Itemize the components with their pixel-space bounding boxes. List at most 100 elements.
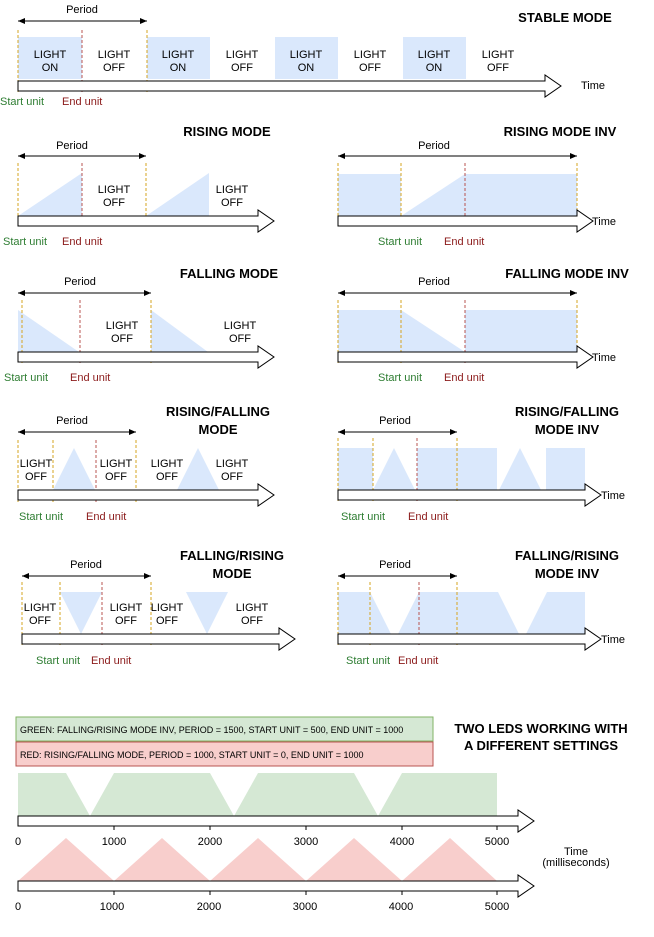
start-unit-label: Start unit: [346, 655, 390, 667]
period-arrow-head: [338, 290, 345, 296]
period-label: Period: [70, 559, 102, 571]
red-shape: [306, 838, 402, 881]
light-off-label: OFF: [156, 471, 178, 483]
ramp-shape: [338, 592, 391, 634]
rising-falling-mode-section: RISING/FALLING MODE Period LIGHT OFF LIG…: [17, 404, 275, 523]
tick-label: 1000: [100, 901, 124, 913]
two-leds-title: TWO LEDS WORKING WITH: [454, 721, 627, 736]
start-unit-label: Start unit: [4, 372, 48, 384]
timeline-arrow: [17, 74, 562, 98]
light-off-label: OFF: [25, 471, 47, 483]
period-label: Period: [64, 276, 96, 288]
light-off-label: OFF: [359, 62, 381, 74]
period-label: Period: [379, 415, 411, 427]
timeline-arrow: [337, 483, 602, 507]
period-label: Period: [418, 140, 450, 152]
light-on-label: LIGHT: [162, 49, 195, 61]
falling-mode-inv-title: FALLING MODE INV: [505, 266, 629, 281]
light-off-label: OFF: [29, 615, 51, 627]
period-arrow-head: [450, 573, 457, 579]
tick-label: 3000: [294, 836, 318, 848]
ramp-shape: [146, 173, 209, 216]
trapezoid-shape: [398, 592, 519, 634]
green-shape: [18, 773, 90, 816]
green-legend-text: GREEN: FALLING/RISING MODE INV, PERIOD =…: [20, 725, 403, 735]
light-on-label: ON: [298, 62, 315, 74]
period-arrow-head: [144, 573, 151, 579]
falling-mode-section: FALLING MODE Period LIGHT OFF LIGHT OFF …: [4, 266, 278, 384]
start-unit-label: Start unit: [378, 372, 422, 384]
falling-rising-mode-title: MODE: [213, 566, 252, 581]
rising-mode-inv-title: RISING MODE INV: [504, 124, 617, 139]
period-arrow-head: [139, 153, 146, 159]
triangle-shape: [53, 448, 95, 490]
start-unit-label: Start unit: [341, 511, 385, 523]
start-unit-label: Start unit: [19, 511, 63, 523]
on-block: [147, 37, 210, 79]
timeline-arrow: [337, 627, 602, 651]
triangle-shape: [373, 448, 415, 490]
period-arrow-head: [338, 153, 345, 159]
timeline-arrow: [17, 345, 275, 369]
start-unit-label: Start unit: [378, 236, 422, 248]
time-axis-label: (milliseconds): [542, 857, 609, 869]
light-off-label: LIGHT: [216, 184, 249, 196]
tick-label: 2000: [197, 901, 221, 913]
period-arrow-head: [450, 429, 457, 435]
end-unit-label: End unit: [86, 511, 126, 523]
rising-mode-inv-section: RISING MODE INV Period Time Start unit E…: [337, 124, 617, 248]
light-off-label: LIGHT: [98, 49, 131, 61]
light-off-label: OFF: [221, 471, 243, 483]
two-leds-section: GREEN: FALLING/RISING MODE INV, PERIOD =…: [15, 716, 628, 913]
end-unit-label: End unit: [444, 236, 484, 248]
rising-mode-section: RISING MODE Period LIGHT OFF LIGHT OFF S…: [3, 124, 275, 248]
on-block: [338, 448, 373, 490]
ramp-shape: [18, 310, 79, 352]
period-label: Period: [66, 4, 98, 16]
red-shape: [114, 838, 210, 881]
light-off-label: LIGHT: [354, 49, 387, 61]
stable-mode-section: STABLE MODE Period Time LIGHT ON LIGHT O…: [0, 4, 612, 108]
light-on-label: LIGHT: [34, 49, 67, 61]
light-on-label: ON: [42, 62, 59, 74]
tick-label: 3000: [293, 901, 317, 913]
period-arrow-head: [18, 290, 25, 296]
time-label: Time: [581, 80, 605, 92]
tick-label: 5000: [485, 901, 509, 913]
start-unit-label: Start unit: [3, 236, 47, 248]
end-unit-label: End unit: [62, 96, 102, 108]
light-off-label: OFF: [487, 62, 509, 74]
end-unit-label: End unit: [408, 511, 448, 523]
period-arrow-head: [18, 18, 25, 24]
start-unit-label: Start unit: [0, 96, 44, 108]
on-block: [275, 37, 338, 79]
light-off-label: LIGHT: [226, 49, 259, 61]
light-off-label: LIGHT: [98, 184, 131, 196]
light-off-label: OFF: [156, 615, 178, 627]
timeline-arrow: [17, 874, 535, 898]
period-arrow-head: [570, 290, 577, 296]
timeline-arrow: [337, 209, 594, 233]
time-label: Time: [592, 216, 616, 228]
red-shape: [402, 838, 497, 881]
triangle-shape: [177, 448, 219, 490]
tick-label: 5000: [485, 836, 509, 848]
two-leds-title: A DIFFERENT SETTINGS: [464, 738, 618, 753]
timeline-arrow: [17, 483, 275, 507]
light-on-label: LIGHT: [290, 49, 323, 61]
period-label: Period: [379, 559, 411, 571]
time-label: Time: [601, 634, 625, 646]
end-unit-label: End unit: [62, 236, 102, 248]
falling-rising-mode-title: FALLING/RISING: [180, 548, 284, 563]
falling-rising-mode-section: FALLING/RISING MODE Period LIGHT OFF LIG…: [21, 548, 296, 667]
light-off-label: LIGHT: [151, 458, 184, 470]
end-unit-label: End unit: [444, 372, 484, 384]
red-shape: [18, 838, 114, 881]
falling-rising-mode-inv-title: MODE INV: [535, 566, 600, 581]
period-arrow-head: [338, 429, 345, 435]
light-off-label: LIGHT: [216, 458, 249, 470]
ramp-shape: [526, 592, 585, 634]
light-off-label: OFF: [241, 615, 263, 627]
green-legend-box: [15, 716, 434, 742]
